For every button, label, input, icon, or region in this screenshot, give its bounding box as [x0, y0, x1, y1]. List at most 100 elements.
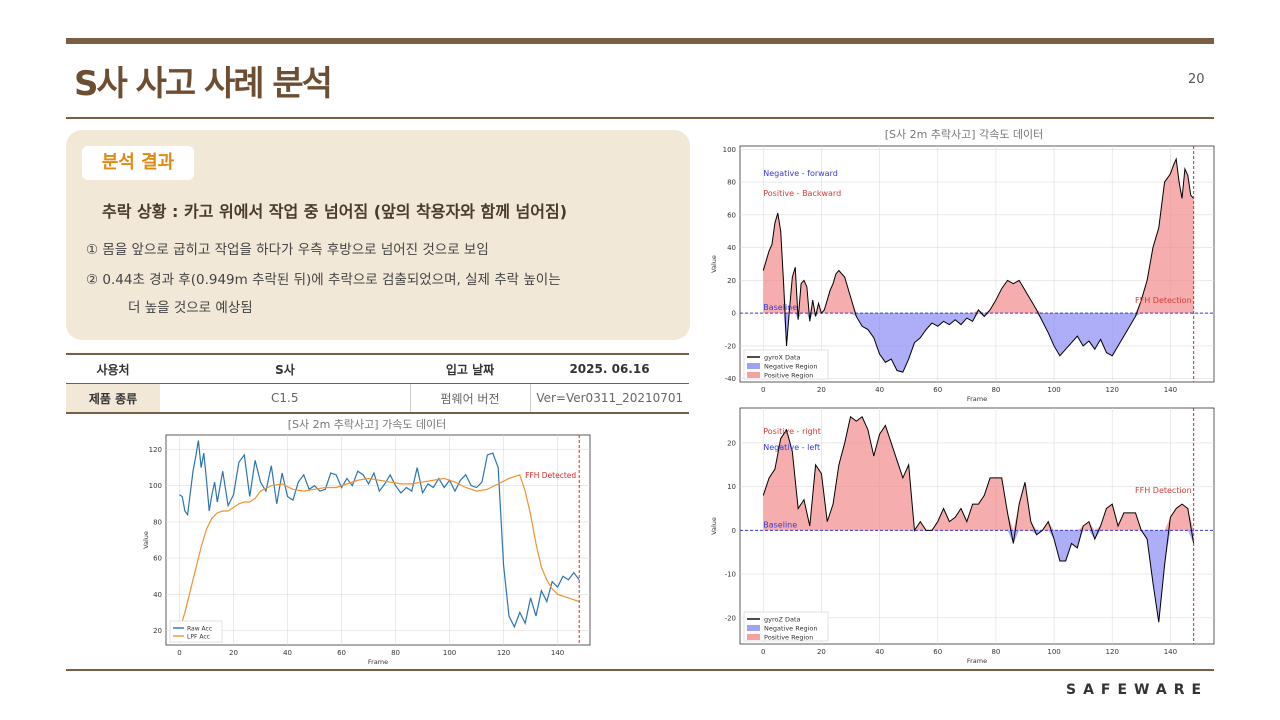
- y-tick-label: 20: [727, 277, 736, 285]
- ffh-detected-label: FFH Detected: [525, 471, 576, 480]
- annotation-label: Negative - forward: [763, 169, 838, 178]
- x-tick-label: 0: [177, 649, 181, 657]
- x-tick-label: 40: [283, 649, 292, 657]
- plot-frame: [165, 434, 591, 646]
- x-tick-label: 120: [1106, 648, 1119, 656]
- negative-region-fill: [763, 313, 1194, 373]
- gyrox-chart: 0 20 40 60 80 100 120 140 -40 -20 0 20 40 60 80 100 Fram…: [710, 145, 1215, 403]
- annotation-label: Positive - right: [763, 427, 821, 436]
- legend-label: gyroX Data: [764, 354, 801, 362]
- x-tick-label: 60: [933, 648, 942, 656]
- y-tick-label: 60: [727, 211, 736, 219]
- legend-label: Negative Region: [764, 625, 818, 633]
- analysis-card: 분석 결과 추락 상황 : 카고 위에서 작업 중 넘어짐 (앞의 착용자와 함…: [66, 130, 690, 340]
- x-tick-label: 140: [551, 649, 564, 657]
- y-tick-label: 0: [732, 310, 736, 318]
- y-tick-label: 80: [153, 518, 162, 526]
- acc-chart: 0 20 40 60 80 100 120 140 20 40 60 80 100 120 Frame Val…: [142, 434, 591, 666]
- acc-chart-title: [S사 2m 추락사고] 가속도 데이터: [287, 418, 447, 431]
- bottom-divider: [66, 669, 1214, 671]
- y-axis-label: Value: [710, 255, 718, 273]
- x-tick-label: 100: [1047, 648, 1060, 656]
- x-axis-label: Frame: [368, 658, 388, 666]
- x-tick-label: 20: [817, 648, 826, 656]
- x-axis-label: Frame: [967, 395, 987, 403]
- y-tick-label: 100: [149, 482, 162, 490]
- x-tick-label: 40: [875, 386, 884, 394]
- device-info-table: 사용처 S사 입고 날짜 2025. 06.16 제품 종류 C1.5 펌웨어 …: [66, 353, 689, 414]
- legend-swatch: [747, 625, 760, 631]
- y-tick-label: 20: [727, 439, 736, 447]
- annotation-label: FFH Detection: [1135, 486, 1192, 495]
- negative-region-fill: [763, 530, 1194, 623]
- annotation-label: FFH Detection: [1135, 296, 1192, 305]
- x-tick-label: 60: [933, 386, 942, 394]
- x-tick-label: 140: [1164, 648, 1177, 656]
- x-tick-label: 20: [229, 649, 238, 657]
- y-tick-label: -40: [725, 375, 736, 383]
- y-axis-label: Value: [142, 531, 150, 549]
- y-tick-label: 20: [153, 627, 162, 635]
- legend-label: LPF Acc: [187, 634, 210, 641]
- top-accent-bar: [66, 38, 1214, 44]
- analysis-badge: 분석 결과: [82, 146, 194, 180]
- positive-region-fill: [763, 159, 1194, 314]
- product-type-value: C1.5: [160, 383, 410, 414]
- annotation-label: Negative - left: [763, 443, 820, 452]
- y-tick-label: 40: [727, 244, 736, 252]
- y-tick-label: -20: [725, 614, 736, 622]
- y-tick-label: 60: [153, 555, 162, 563]
- gyroz-chart: 0 20 40 60 80 100 120 140 -20 -10 0 10 20 Frame Value P…: [710, 407, 1215, 665]
- annotation-label: Positive - Backward: [763, 189, 841, 198]
- usage-label: 사용처: [66, 353, 160, 384]
- x-tick-label: 60: [337, 649, 346, 657]
- x-tick-label: 20: [817, 386, 826, 394]
- legend-swatch: [747, 372, 760, 378]
- y-tick-label: 120: [149, 446, 162, 454]
- x-tick-label: 140: [1164, 386, 1177, 394]
- analysis-line-3: 더 높을 것으로 예상됨: [128, 300, 253, 316]
- x-tick-label: 40: [875, 648, 884, 656]
- x-tick-label: 80: [991, 648, 1000, 656]
- x-tick-label: 100: [1047, 386, 1060, 394]
- legend-label: Positive Region: [764, 372, 813, 380]
- firmware-value: Ver=Ver0311_20210701: [529, 383, 689, 414]
- firmware-label: 펌웨어 버전: [409, 383, 530, 414]
- x-tick-label: 120: [497, 649, 510, 657]
- legend-label: Positive Region: [764, 634, 813, 642]
- title-divider: [66, 117, 1214, 119]
- gyrox-chart-title: [S사 2m 추락사고] 각속도 데이터: [884, 128, 1044, 141]
- receipt-date-value: 2025. 06.16: [530, 353, 689, 384]
- legend-swatch: [747, 634, 760, 640]
- safeware-logo: SAFEWARE: [1066, 682, 1209, 698]
- x-axis-label: Frame: [967, 657, 987, 665]
- x-tick-label: 80: [391, 649, 400, 657]
- gyro-data-line: [762, 157, 1195, 373]
- legend-label: Negative Region: [764, 363, 818, 371]
- analysis-line-2: ② 0.44초 경과 후(0.949m 추락된 뒤)에 추락으로 검출되었으며,…: [86, 272, 561, 288]
- page-number: 20: [1188, 72, 1205, 87]
- x-tick-label: 0: [761, 386, 765, 394]
- legend-label: gyroZ Data: [764, 616, 801, 624]
- plot-frame: [739, 145, 1215, 383]
- lpf-acc-line: [178, 474, 580, 631]
- annotation-label: Baseline: [763, 520, 797, 529]
- table-row: 제품 종류 C1.5 펌웨어 버전 Ver=Ver0311_20210701: [66, 383, 689, 414]
- y-tick-label: 0: [732, 527, 736, 535]
- usage-value: S사: [160, 353, 410, 384]
- table-row: 사용처 S사 입고 날짜 2025. 06.16: [66, 353, 689, 384]
- y-tick-label: 40: [153, 591, 162, 599]
- product-type-label: 제품 종류: [66, 383, 160, 414]
- raw-acc-line: [179, 440, 580, 629]
- receipt-date-label: 입고 날짜: [410, 353, 530, 384]
- legend-box: [169, 620, 223, 643]
- y-tick-label: -10: [725, 571, 736, 579]
- y-tick-label: -20: [725, 342, 736, 350]
- page-title: S사 사고 사례 분석: [74, 64, 333, 104]
- x-tick-label: 0: [761, 648, 765, 656]
- legend-label: Raw Acc: [187, 626, 212, 633]
- legend-swatch: [747, 363, 760, 369]
- fall-situation-heading: 추락 상황 : 카고 위에서 작업 중 넘어짐 (앞의 착용자와 함께 넘어짐): [102, 202, 568, 221]
- y-tick-label: 100: [723, 146, 736, 154]
- y-tick-label: 80: [727, 179, 736, 187]
